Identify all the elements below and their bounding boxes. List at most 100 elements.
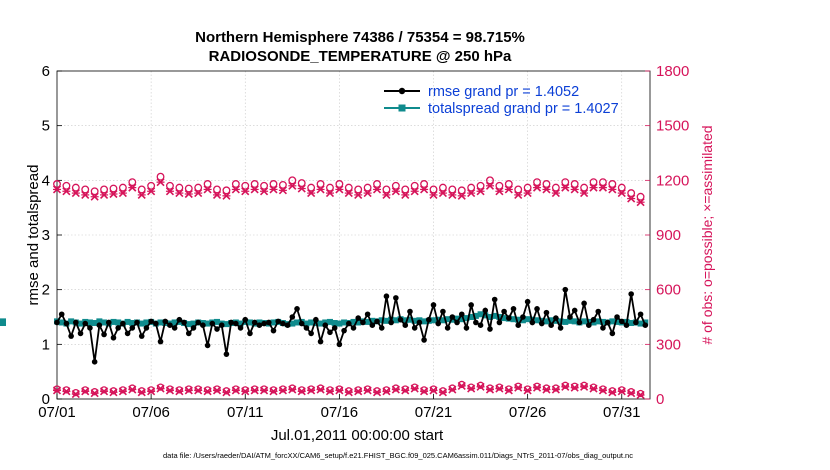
rmse-point-63: [350, 325, 357, 331]
obs-low-possible-point-86: [458, 380, 466, 389]
obs-possible-point-34: [213, 185, 221, 194]
y-axis-right: 0 300 600 900 1200 1500 1800: [645, 63, 689, 408]
obs-low-possible-point-118: [608, 387, 616, 395]
obs-low-assimilated-point-122: [627, 389, 636, 398]
obs-possible-point-60: [335, 180, 344, 188]
spread-point-129: [0, 318, 6, 325]
obs-assimilated-point-66: [363, 189, 372, 198]
spread-point-13: [115, 319, 122, 326]
spread-point-100: [524, 316, 531, 323]
rmse-point-42: [251, 319, 258, 326]
rmse-point-92: [487, 326, 493, 332]
obs-assimilated-point-92: [485, 181, 495, 190]
spread-point-51: [294, 319, 301, 326]
obs-possible-point-42: [250, 180, 259, 188]
rmse-point-81: [435, 320, 442, 327]
x-axis: 07/01 07/06 07/11 07/16 07/21 07/26 07/31: [38, 394, 641, 421]
obs-low-possible-point-52: [298, 386, 306, 394]
obs-possible-point-122: [627, 189, 636, 198]
rmse-point-60: [336, 341, 343, 348]
obs-possible-point-120: [617, 183, 626, 192]
obs-possible-point-68: [373, 180, 381, 188]
obs-assimilated-point-108: [561, 183, 570, 192]
obs-low-assimilated-point-72: [391, 385, 400, 394]
rmse-point-52: [298, 320, 305, 327]
spread-point-1: [58, 319, 65, 326]
rmse-point-125: [642, 322, 649, 329]
obs-possible-point-66: [363, 183, 372, 192]
legend-spread-label: totalspread grand pr = 1.4027: [428, 101, 619, 117]
spread-point-32: [204, 320, 211, 327]
rmse-point-91: [482, 307, 489, 314]
spread-point-7: [86, 319, 93, 326]
obs-low-possible-point-2: [62, 386, 71, 394]
obs-assimilated-point-106: [551, 189, 560, 198]
spread-point-67: [369, 317, 376, 324]
obs-assimilated-point-46: [269, 185, 278, 194]
obs-assimilated-point-116: [598, 183, 608, 192]
obs-low-possible-point-64: [354, 386, 362, 394]
spread-point-69: [378, 317, 385, 324]
obs-assimilated-point-70: [382, 190, 391, 199]
spread-point-29: [190, 320, 197, 327]
rmse-point-23: [162, 318, 169, 325]
obs-low-possible-point-24: [166, 385, 174, 393]
obs-possible-point-28: [184, 184, 193, 193]
spread-point-78: [421, 318, 428, 325]
obs-low-assimilated-point-80: [429, 386, 438, 395]
rmse-point-54: [308, 330, 314, 337]
x-tick-label-5: 07/26: [509, 404, 547, 421]
rmse-point-112: [581, 300, 587, 307]
spread-point-88: [468, 314, 475, 320]
rmse-point-90: [477, 322, 484, 329]
rmse-point-97: [510, 306, 517, 312]
rmse-point-14: [120, 320, 126, 327]
obs-low-assimilated-point-120: [617, 387, 626, 396]
obs-possible-point-16: [128, 178, 137, 187]
obs-assimilated-point-98: [514, 190, 523, 199]
x-tick-label-3: 07/16: [321, 404, 359, 421]
obs-possible-point-118: [608, 180, 617, 188]
y-axis-right-label: # of obs: o=possible; ×=assimilated: [699, 125, 715, 344]
obs-possible-point-100: [523, 183, 532, 192]
obs-low-possible-point-22: [156, 383, 165, 391]
rmse-point-113: [586, 322, 592, 329]
obs-low-possible-point-108: [561, 381, 569, 389]
obs-low-possible-point-76: [411, 383, 419, 391]
obs-low-possible-point-100: [523, 385, 532, 393]
obs-assimilated-point-120: [617, 189, 626, 198]
rmse-point-1: [58, 311, 65, 318]
spread-point-115: [595, 318, 602, 325]
obs-assimilated-point-20: [147, 187, 156, 196]
rmse-point-7: [87, 325, 93, 331]
spread-point-76: [411, 317, 418, 324]
obs-possible-point-0: [53, 180, 61, 188]
chart-title: Northern Hemisphere 74386 / 75354 = 98.7…: [195, 29, 525, 46]
obs-low-assimilated-point-104: [542, 385, 551, 394]
obs-upper-markers: [52, 172, 645, 207]
obs-low-possible-point-98: [514, 382, 522, 390]
obs-possible-point-56: [316, 180, 325, 188]
rmse-point-62: [345, 320, 352, 327]
obs-low-assimilated-point-76: [410, 384, 419, 393]
obs-possible-point-26: [175, 183, 184, 192]
obs-possible-point-74: [401, 185, 410, 194]
obs-assimilated-point-18: [137, 190, 146, 199]
obs-low-assimilated-point-58: [325, 387, 335, 396]
spread-point-3: [68, 318, 75, 325]
legend-spread-marker: [398, 104, 406, 112]
spread-point-104: [543, 318, 550, 325]
rmse-point-33: [209, 320, 216, 327]
rmse-point-66: [364, 311, 371, 318]
y-axis-left-label: rmse and totalspread: [25, 165, 42, 306]
obs-possible-point-70: [382, 185, 391, 194]
rmse-point-64: [355, 315, 362, 321]
spread-point-87: [463, 315, 470, 322]
obs-low-possible-point-44: [260, 385, 268, 393]
obs-low-assimilated-point-114: [589, 384, 598, 393]
obs-possible-point-40: [241, 181, 250, 190]
spread-point-98: [515, 316, 522, 323]
obs-assimilated-point-16: [128, 183, 137, 192]
obs-low-possible-point-28: [185, 385, 193, 393]
x-tick-label-2: 07/11: [227, 404, 263, 421]
